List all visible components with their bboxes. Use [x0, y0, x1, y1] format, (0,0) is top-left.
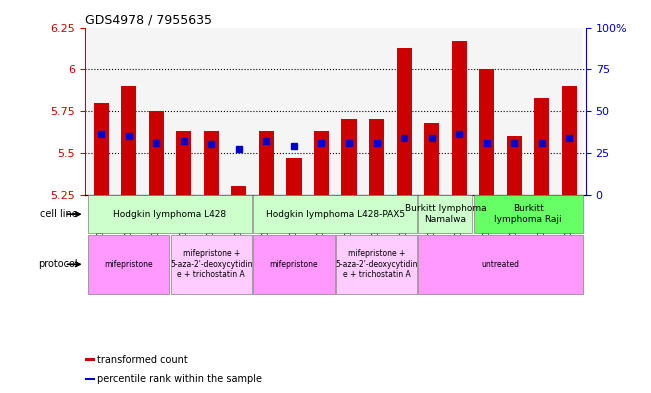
Bar: [143, 28, 170, 195]
Text: transformed count: transformed count: [97, 354, 188, 365]
Text: mifepristone: mifepristone: [104, 260, 153, 269]
Bar: [121, 86, 136, 195]
Text: Burkitt lymphoma
Namalwa: Burkitt lymphoma Namalwa: [405, 204, 486, 224]
Bar: [170, 28, 197, 195]
Bar: [85, 358, 94, 361]
Bar: [225, 28, 253, 195]
Text: protocol: protocol: [38, 259, 78, 269]
Bar: [336, 235, 417, 294]
Bar: [419, 195, 473, 233]
Text: mifepristone: mifepristone: [270, 260, 318, 269]
Bar: [506, 136, 522, 195]
Bar: [424, 123, 439, 195]
Bar: [231, 186, 247, 195]
Text: Hodgkin lymphoma L428: Hodgkin lymphoma L428: [113, 210, 227, 219]
Bar: [253, 235, 335, 294]
Bar: [115, 28, 143, 195]
Bar: [204, 131, 219, 195]
Bar: [259, 131, 274, 195]
Bar: [286, 158, 301, 195]
Bar: [363, 28, 391, 195]
Bar: [391, 28, 418, 195]
Bar: [335, 28, 363, 195]
Bar: [445, 28, 473, 195]
Bar: [501, 28, 528, 195]
Bar: [94, 103, 109, 195]
Bar: [85, 378, 94, 380]
Bar: [562, 86, 577, 195]
Bar: [197, 28, 225, 195]
Bar: [534, 97, 549, 195]
Bar: [418, 28, 445, 195]
Text: Burkitt
lymphoma Raji: Burkitt lymphoma Raji: [494, 204, 562, 224]
Bar: [528, 28, 555, 195]
Bar: [555, 28, 583, 195]
Bar: [171, 235, 252, 294]
Text: cell line: cell line: [40, 209, 78, 219]
Bar: [479, 69, 494, 195]
Bar: [419, 235, 583, 294]
Bar: [473, 28, 501, 195]
Bar: [87, 28, 115, 195]
Text: percentile rank within the sample: percentile rank within the sample: [97, 374, 262, 384]
Bar: [314, 131, 329, 195]
Bar: [88, 195, 252, 233]
Bar: [253, 28, 280, 195]
Bar: [308, 28, 335, 195]
Text: Hodgkin lymphoma L428-PAX5: Hodgkin lymphoma L428-PAX5: [266, 210, 405, 219]
Bar: [369, 119, 384, 195]
Text: GDS4978 / 7955635: GDS4978 / 7955635: [85, 13, 212, 26]
Bar: [148, 111, 164, 195]
Bar: [176, 131, 191, 195]
Text: mifepristone +
5-aza-2'-deoxycytidin
e + trichostatin A: mifepristone + 5-aza-2'-deoxycytidin e +…: [335, 250, 418, 279]
Bar: [396, 48, 411, 195]
Text: untreated: untreated: [482, 260, 519, 269]
Bar: [253, 195, 417, 233]
Bar: [342, 119, 357, 195]
Bar: [280, 28, 308, 195]
Text: mifepristone +
5-aza-2'-deoxycytidin
e + trichostatin A: mifepristone + 5-aza-2'-deoxycytidin e +…: [170, 250, 253, 279]
Bar: [473, 195, 583, 233]
Bar: [452, 41, 467, 195]
Bar: [88, 235, 169, 294]
